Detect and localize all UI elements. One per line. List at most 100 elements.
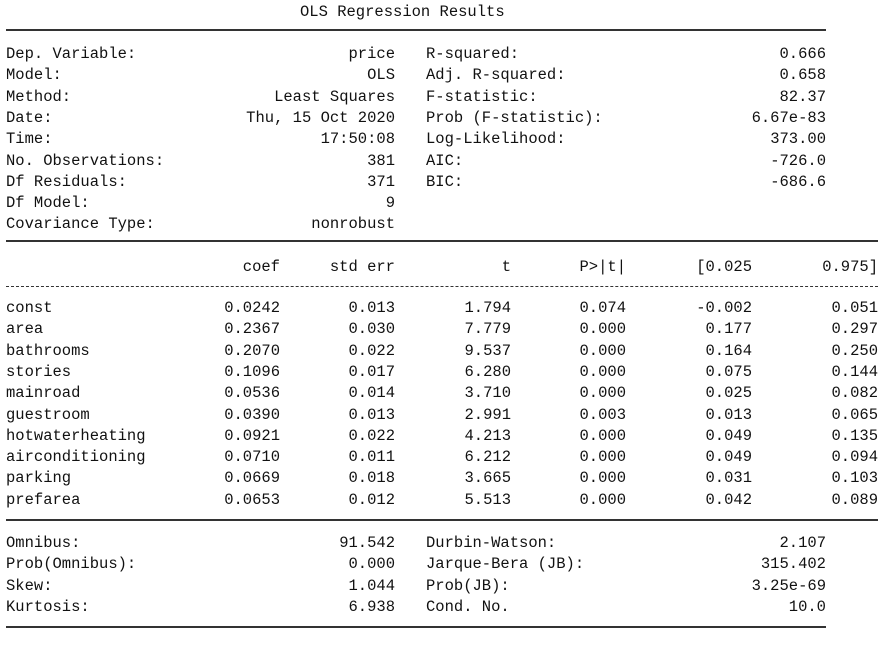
summary-value: Thu, 15 Oct 2020: [246, 108, 395, 127]
summary-value: 0.666: [779, 45, 826, 63]
coef-cell-hi: 0.135: [831, 426, 878, 445]
coef-column-header: P>|t|: [579, 258, 626, 276]
coef-cell-lo: 0.013: [705, 405, 752, 424]
coef-cell-stderr: 0.014: [348, 384, 395, 403]
coef-cell-p: 0.000: [579, 341, 626, 360]
coef-cell-stderr: 0.030: [348, 320, 395, 339]
summary-value: nonrobust: [311, 215, 395, 234]
coef-variable-name: area: [6, 320, 44, 339]
summary-value: 17:50:08: [320, 130, 395, 149]
diag-label: Prob(JB):: [426, 576, 510, 595]
rule-bottom: [6, 626, 826, 628]
coef-cell-p: 0.000: [579, 320, 626, 339]
summary-label: AIC:: [426, 151, 464, 170]
coef-cell-t: 6.280: [464, 362, 511, 381]
coef-cell-lo: -0.002: [696, 299, 752, 317]
diag-value: 2.107: [779, 534, 826, 552]
summary-value: 6.67e-83: [751, 108, 826, 127]
coef-cell-lo: 0.164: [705, 341, 752, 360]
summary-value: -726.0: [770, 151, 826, 170]
coef-cell-coef: 0.0653: [224, 490, 280, 509]
coef-cell-stderr: 0.013: [348, 405, 395, 424]
coef-cell-hi: 0.094: [831, 448, 878, 467]
coef-column-header: coef: [242, 258, 280, 276]
rule-coef-top: [6, 240, 878, 242]
coef-cell-lo: 0.025: [705, 384, 752, 403]
diag-label: Prob(Omnibus):: [6, 555, 137, 574]
coef-variable-name: hotwaterheating: [6, 426, 146, 445]
coef-variable-name: bathrooms: [6, 341, 90, 360]
diag-value: 3.25e-69: [751, 576, 826, 595]
coef-cell-hi: 0.089: [831, 490, 878, 509]
coef-cell-p: 0.000: [579, 469, 626, 488]
summary-label: Dep. Variable:: [6, 45, 137, 63]
diag-label: Omnibus:: [6, 534, 81, 552]
coef-column-header: std err: [329, 258, 395, 276]
summary-value: 9: [385, 194, 395, 213]
coef-cell-t: 6.212: [464, 448, 511, 467]
coef-cell-p: 0.074: [579, 299, 626, 317]
coef-variable-name: parking: [6, 469, 72, 488]
diag-value: 6.938: [348, 597, 395, 616]
diag-label: Jarque-Bera (JB):: [426, 555, 585, 574]
coef-cell-stderr: 0.011: [348, 448, 395, 467]
coef-cell-t: 2.991: [464, 405, 511, 424]
coef-cell-t: 3.710: [464, 384, 511, 403]
coef-cell-hi: 0.144: [831, 362, 878, 381]
report-title: OLS Regression Results: [300, 3, 505, 21]
diag-label: Cond. No.: [426, 597, 510, 616]
coef-cell-stderr: 0.017: [348, 362, 395, 381]
diag-label: Kurtosis:: [6, 597, 90, 616]
coef-column-header: 0.975]: [822, 258, 878, 276]
coef-cell-p: 0.000: [579, 384, 626, 403]
diag-value: 0.000: [348, 555, 395, 574]
coef-cell-coef: 0.0669: [224, 469, 280, 488]
rule-coef-dash: [6, 286, 878, 287]
coef-cell-stderr: 0.022: [348, 426, 395, 445]
summary-value: 381: [367, 151, 395, 170]
coef-cell-lo: 0.075: [705, 362, 752, 381]
coef-cell-p: 0.003: [579, 405, 626, 424]
summary-label: No. Observations:: [6, 151, 165, 170]
diag-value: 91.542: [339, 534, 395, 552]
summary-value: 0.658: [779, 66, 826, 85]
coef-cell-t: 9.537: [464, 341, 511, 360]
coef-cell-coef: 0.0242: [224, 299, 280, 317]
coef-variable-name: airconditioning: [6, 448, 146, 467]
summary-value: 82.37: [779, 87, 826, 106]
coef-cell-stderr: 0.022: [348, 341, 395, 360]
coef-variable-name: const: [6, 299, 53, 317]
coef-variable-name: stories: [6, 362, 72, 381]
summary-value: -686.6: [770, 172, 826, 191]
diag-value: 10.0: [788, 597, 826, 616]
coef-cell-hi: 0.103: [831, 469, 878, 488]
summary-label: Covariance Type:: [6, 215, 155, 234]
coef-cell-lo: 0.177: [705, 320, 752, 339]
summary-value: price: [348, 45, 395, 63]
coef-cell-t: 5.513: [464, 490, 511, 509]
summary-label: Method:: [6, 87, 72, 106]
coef-cell-hi: 0.082: [831, 384, 878, 403]
rule-coef-bottom: [6, 519, 878, 521]
summary-value: 373.00: [770, 130, 826, 149]
coef-cell-lo: 0.042: [705, 490, 752, 509]
summary-label: Time:: [6, 130, 53, 149]
coef-cell-p: 0.000: [579, 448, 626, 467]
coef-cell-t: 3.665: [464, 469, 511, 488]
coef-variable-name: mainroad: [6, 384, 81, 403]
coef-cell-coef: 0.2070: [224, 341, 280, 360]
coef-variable-name: prefarea: [6, 490, 81, 509]
rule-top: [6, 29, 826, 31]
coef-cell-lo: 0.049: [705, 426, 752, 445]
coef-cell-p: 0.000: [579, 490, 626, 509]
coef-cell-stderr: 0.018: [348, 469, 395, 488]
coef-cell-hi: 0.065: [831, 405, 878, 424]
summary-label: Log-Likelihood:: [426, 130, 566, 149]
summary-value: OLS: [367, 66, 395, 85]
coef-cell-t: 1.794: [464, 299, 511, 317]
coef-cell-p: 0.000: [579, 426, 626, 445]
coef-cell-coef: 0.2367: [224, 320, 280, 339]
coef-cell-coef: 0.0536: [224, 384, 280, 403]
summary-label: Date:: [6, 108, 53, 127]
coef-cell-lo: 0.031: [705, 469, 752, 488]
